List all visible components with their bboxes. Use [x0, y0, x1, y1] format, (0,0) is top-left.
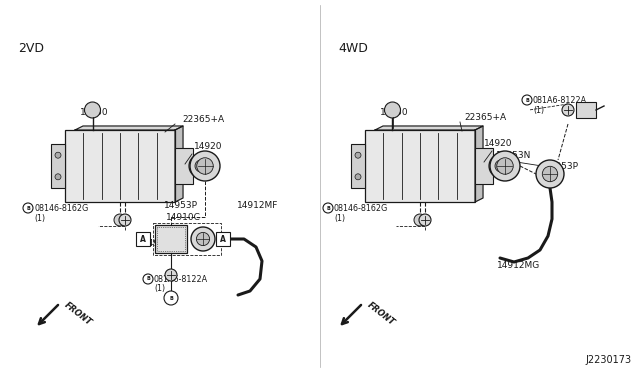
Circle shape [196, 232, 210, 246]
FancyBboxPatch shape [475, 148, 493, 184]
Circle shape [189, 154, 213, 178]
Circle shape [191, 227, 215, 251]
Text: 08146-8162G: 08146-8162G [34, 203, 88, 212]
Circle shape [196, 158, 213, 174]
Text: B: B [26, 205, 30, 211]
Text: FRONT: FRONT [366, 300, 397, 327]
Text: B: B [525, 97, 529, 103]
Text: 081A6-8122A: 081A6-8122A [154, 275, 208, 283]
Text: 14912MF: 14912MF [237, 201, 278, 209]
Text: 14912MG: 14912MG [497, 260, 540, 269]
Text: B: B [326, 205, 330, 211]
Circle shape [385, 102, 401, 118]
Circle shape [489, 154, 513, 178]
Polygon shape [175, 126, 183, 202]
Text: 14950: 14950 [80, 108, 109, 117]
Text: 14920: 14920 [194, 142, 223, 151]
Text: (1): (1) [334, 214, 345, 222]
Circle shape [143, 274, 153, 284]
Circle shape [55, 174, 61, 180]
FancyBboxPatch shape [51, 144, 65, 187]
Text: 081A6-8122A: 081A6-8122A [533, 96, 587, 105]
Circle shape [84, 102, 100, 118]
Text: A: A [220, 234, 226, 244]
Circle shape [542, 166, 557, 182]
Text: A: A [140, 234, 146, 244]
Text: 2VD: 2VD [18, 42, 44, 55]
Circle shape [495, 160, 507, 172]
Circle shape [164, 291, 178, 305]
Circle shape [323, 203, 333, 213]
FancyBboxPatch shape [216, 232, 230, 246]
FancyBboxPatch shape [155, 225, 187, 253]
Text: 14953N: 14953N [143, 238, 179, 247]
Text: (1): (1) [533, 106, 544, 115]
Circle shape [522, 95, 532, 105]
Text: 14950: 14950 [380, 108, 408, 117]
Text: 14920: 14920 [484, 139, 513, 148]
Polygon shape [475, 126, 483, 202]
FancyBboxPatch shape [136, 232, 150, 246]
Circle shape [55, 152, 61, 158]
Circle shape [165, 269, 177, 281]
Polygon shape [375, 126, 483, 130]
Circle shape [195, 160, 207, 172]
Text: 14953N: 14953N [496, 151, 531, 160]
Bar [365, 130, 475, 202]
FancyBboxPatch shape [175, 148, 193, 184]
Text: (1): (1) [154, 285, 165, 294]
Circle shape [490, 151, 520, 181]
FancyBboxPatch shape [351, 144, 365, 187]
Text: B: B [169, 295, 173, 301]
Text: 08146-8162G: 08146-8162G [334, 203, 388, 212]
Circle shape [23, 203, 33, 213]
Text: 4WD: 4WD [338, 42, 368, 55]
Text: B: B [146, 276, 150, 282]
Text: 22365+A: 22365+A [464, 113, 506, 122]
Text: 14910C: 14910C [166, 212, 201, 221]
Circle shape [190, 151, 220, 181]
Text: J2230173: J2230173 [586, 355, 632, 365]
Circle shape [119, 214, 131, 226]
Polygon shape [75, 126, 183, 130]
Circle shape [355, 174, 361, 180]
Circle shape [114, 214, 126, 226]
Circle shape [562, 104, 574, 116]
Text: (1): (1) [34, 214, 45, 222]
Text: FRONT: FRONT [63, 300, 94, 327]
Circle shape [497, 158, 513, 174]
Text: 14953P: 14953P [545, 162, 579, 171]
FancyBboxPatch shape [576, 102, 596, 118]
Circle shape [419, 214, 431, 226]
Circle shape [414, 214, 426, 226]
Text: 14953P: 14953P [164, 201, 198, 209]
Text: 22365+A: 22365+A [182, 115, 224, 124]
Circle shape [355, 152, 361, 158]
Circle shape [536, 160, 564, 188]
Bar [65, 130, 175, 202]
